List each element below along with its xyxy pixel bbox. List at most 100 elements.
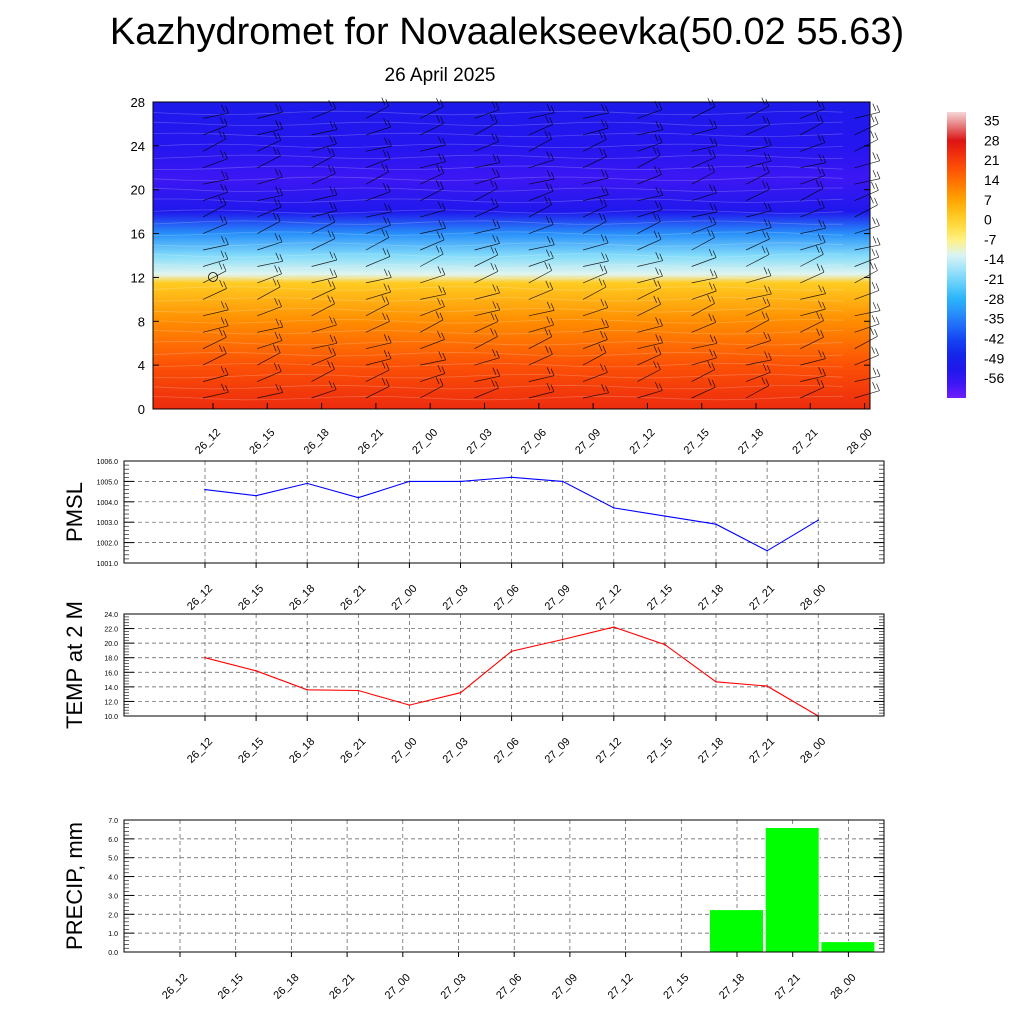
wind-barb — [365, 203, 392, 218]
wind-barb — [420, 285, 447, 300]
wind-barb — [745, 331, 772, 350]
wind-barb — [637, 334, 664, 350]
colorbar-label: -21 — [984, 271, 1004, 287]
wind-barb — [528, 151, 554, 169]
wind-barb — [365, 228, 390, 251]
wind-barb — [583, 119, 609, 136]
wind-barb — [257, 147, 281, 169]
wind-barb — [528, 261, 553, 284]
wind-barb — [854, 327, 878, 350]
y-tick-label: 18.0 — [104, 656, 118, 663]
wind-barb — [583, 252, 609, 267]
x-tick-label: 26_12 — [193, 427, 223, 457]
wind-barb — [582, 264, 608, 284]
wind-barb — [202, 170, 229, 185]
y-tick-label: 1.0 — [108, 931, 118, 938]
colorbar-label: -14 — [984, 251, 1004, 267]
x-tick-label: 28_00 — [798, 736, 828, 766]
wind-barb — [257, 198, 282, 218]
wind-barb — [800, 198, 825, 218]
wind-barb — [365, 183, 391, 202]
wind-barb — [583, 384, 609, 399]
wind-barb — [800, 113, 824, 136]
y-tick-label: 12 — [131, 270, 145, 285]
wind-barb — [582, 212, 607, 234]
y-tick-label: 16.0 — [104, 670, 118, 677]
x-tick-label: 26_21 — [338, 583, 368, 613]
wind-barb — [311, 135, 337, 152]
wind-barb — [528, 367, 555, 382]
contour-line — [152, 351, 844, 357]
wind-barb — [257, 233, 283, 251]
wind-barb — [528, 170, 555, 185]
x-tick-label: 27_06 — [494, 972, 524, 1002]
wind-barb — [745, 218, 772, 234]
colorbar-label: -42 — [984, 331, 1004, 347]
wind-barb — [854, 152, 881, 169]
wind-barb — [474, 219, 501, 234]
x-tick-label: 27_15 — [661, 972, 691, 1002]
wind-barb — [745, 351, 772, 366]
data-point — [204, 656, 206, 659]
wind-barb — [257, 186, 284, 202]
wind-barb — [257, 383, 284, 399]
x-tick-label: 27_09 — [543, 736, 573, 766]
data-point — [715, 523, 717, 525]
wind-barb — [800, 378, 825, 399]
x-tick-label: 26_21 — [356, 427, 386, 457]
x-tick-label: 27_18 — [717, 972, 747, 1002]
wind-barb — [420, 201, 446, 218]
wind-barb — [854, 281, 880, 300]
precip-bar — [764, 827, 820, 953]
wind-barb — [365, 350, 392, 366]
wind-barb — [637, 134, 663, 152]
wind-barb — [745, 296, 771, 317]
x-tick-label: 26_18 — [287, 736, 317, 766]
wind-barb — [691, 148, 716, 169]
y-tick-label: 1006.0 — [97, 459, 119, 466]
x-tick-label: 27_12 — [606, 972, 636, 1002]
contour-line — [152, 121, 844, 127]
wind-barb — [420, 245, 444, 267]
wind-barb — [745, 376, 770, 399]
contour-line — [152, 362, 844, 368]
wind-barb — [257, 362, 282, 382]
wind-barb — [257, 252, 284, 267]
contour-line — [152, 110, 844, 116]
wind-barb — [745, 202, 772, 218]
colorbar-label: -7 — [984, 231, 997, 247]
data-point — [510, 476, 513, 479]
x-tick-label: 27_03 — [441, 736, 471, 766]
colorbar — [947, 112, 966, 398]
wind-barb — [854, 261, 878, 284]
wind-barb — [800, 153, 827, 169]
wind-barb — [311, 360, 335, 382]
data-point — [561, 480, 564, 483]
wind-barb — [474, 312, 499, 333]
y-tick-label: 1003.0 — [97, 520, 119, 527]
wind-barb — [854, 196, 878, 218]
y-tick-label: 20 — [131, 183, 145, 198]
wind-barb — [257, 212, 281, 234]
wind-barb — [202, 104, 229, 119]
contour-line — [152, 264, 844, 269]
wind-barb — [257, 318, 284, 333]
wind-barb — [474, 197, 499, 218]
wind-barb — [311, 229, 336, 251]
wind-barb — [420, 351, 447, 366]
wind-barb — [637, 295, 662, 317]
x-tick-label: 27_06 — [492, 583, 522, 613]
x-tick-label: 27_03 — [439, 972, 469, 1002]
data-point — [408, 480, 411, 483]
wind-barb — [637, 186, 664, 202]
wind-barb — [420, 311, 444, 333]
wind-barb — [854, 301, 881, 317]
wind-barb — [854, 236, 881, 251]
colorbar-label: 14 — [984, 172, 1000, 188]
precip-bar — [820, 941, 876, 953]
wind-barb — [257, 344, 281, 366]
x-tick-label: 27_03 — [441, 583, 471, 613]
wind-barb — [257, 297, 282, 317]
data-point — [715, 681, 717, 683]
